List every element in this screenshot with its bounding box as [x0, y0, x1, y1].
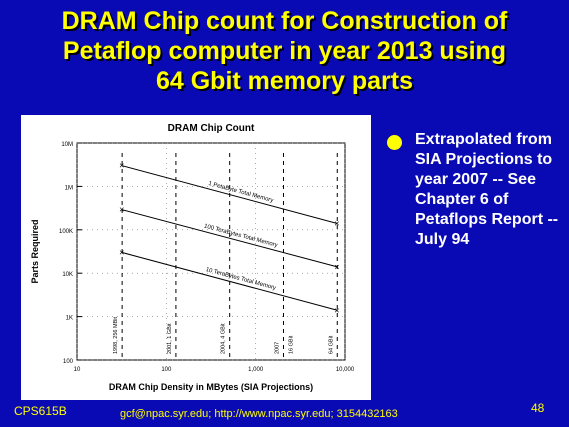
series-end-marker: × [334, 218, 339, 228]
y-axis-label: Parts Required [30, 219, 40, 283]
series-label: 10 TeraBytes Total Memory [205, 267, 277, 292]
x-tick-label: 100 [161, 367, 172, 373]
series-start-marker: × [119, 205, 124, 215]
x-axis-label: DRAM Chip Density in MBytes (SIA Project… [109, 382, 313, 392]
y-tick-label: 1K [66, 316, 73, 322]
series-end-marker: × [334, 262, 339, 272]
x-tick-label: 1,000 [248, 367, 264, 373]
course-code: CPS615B [14, 404, 67, 418]
title-line-2: Petaflop computer in year 2013 using [62, 37, 507, 65]
density-marker-label: 64 GBit [328, 335, 334, 354]
chart-panel: 10M 1M 100K 10K 1K 100 10 100 1,000 10,000 1998, 2… [21, 115, 371, 400]
y-tick-label: 1M [65, 185, 73, 191]
density-marker-label: 2001, 1 GBit [167, 323, 173, 354]
density-marker-label: 1998, 256 MBit [113, 317, 119, 354]
series-line [121, 165, 338, 224]
series-label: 1 PetaByte Total Memory [208, 181, 274, 204]
density-marker-label: 16 GBit [288, 335, 294, 354]
y-tick-label: 10K [62, 272, 73, 278]
y-tick-label: 10M [61, 142, 73, 148]
y-tick-label: 100K [59, 229, 73, 235]
contact-info: gcf@npac.syr.edu; http://www.npac.syr.ed… [120, 408, 398, 420]
series-end-marker: × [334, 305, 339, 315]
series-line [121, 209, 338, 268]
series-label: 100 TeraBytes Total Memory [203, 224, 278, 249]
plot-frame [76, 142, 346, 361]
series-line [121, 252, 338, 311]
title-line-3: 64 Gbit memory parts [155, 67, 414, 95]
series-start-marker: × [119, 247, 124, 257]
y-tick-label: 100 [63, 359, 74, 365]
x-tick-label: 10,000 [336, 367, 355, 373]
slide-title: DRAM Chip count for Construction of Peta… [0, 6, 569, 96]
density-marker-label: 2004, 4 GBit [221, 323, 227, 354]
page-number: 48 [531, 401, 545, 415]
bullet-text: Extrapolated from SIA Projections to yea… [415, 131, 559, 248]
chart-title: DRAM Chip Count [168, 123, 255, 134]
x-tick-label: 10 [74, 367, 81, 373]
title-line-1: DRAM Chip count for Construction of [61, 7, 508, 35]
series-start-marker: × [119, 161, 124, 171]
density-marker-label: 2007 [274, 342, 280, 354]
bullet-dot-icon [387, 135, 402, 150]
